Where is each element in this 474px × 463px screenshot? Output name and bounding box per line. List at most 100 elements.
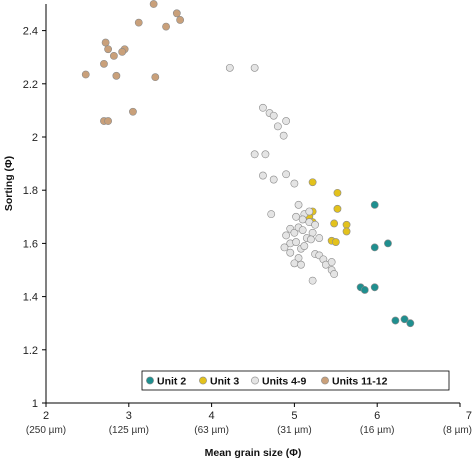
data-point bbox=[360, 286, 369, 294]
legend-label: Unit 2 bbox=[157, 376, 186, 388]
x-tick-sublabel: (31 µm) bbox=[277, 425, 312, 436]
x-tick-sublabel: (250 µm) bbox=[26, 425, 66, 436]
tick-labels: 2 (250 µm) 3 (125 µm) 4 (63 µm) 5 (31 µm) 6 (16 µ… bbox=[23, 26, 472, 436]
data-point bbox=[104, 45, 112, 54]
x-axis-title: Mean grain size (Φ) bbox=[205, 447, 302, 459]
legend-marker bbox=[321, 376, 329, 385]
data-point bbox=[149, 0, 158, 8]
data-point bbox=[305, 207, 314, 216]
data-point bbox=[279, 131, 288, 140]
data-point bbox=[298, 215, 307, 224]
data-point bbox=[327, 258, 336, 266]
data-point bbox=[297, 260, 305, 269]
x-tick-label: 3 bbox=[126, 410, 132, 422]
data-point bbox=[100, 59, 108, 68]
data-point bbox=[308, 178, 317, 187]
y-tick-label: 1 bbox=[32, 398, 38, 410]
data-point bbox=[290, 179, 299, 188]
data-point bbox=[292, 238, 300, 246]
legend-label: Units 4-9 bbox=[262, 376, 307, 388]
data-point bbox=[269, 175, 278, 184]
data-point bbox=[269, 111, 278, 120]
data-point bbox=[370, 283, 379, 292]
data-point bbox=[307, 235, 315, 244]
x-tick-label: 4 bbox=[209, 410, 215, 422]
data-point bbox=[294, 254, 303, 262]
legend-label: Units 11-12 bbox=[332, 376, 388, 388]
data-point bbox=[259, 171, 267, 180]
data-point bbox=[406, 319, 415, 328]
x-tick-label: 2 bbox=[43, 410, 49, 422]
data-point bbox=[370, 200, 379, 209]
data-point bbox=[331, 238, 340, 246]
data-point bbox=[300, 242, 309, 250]
data-point bbox=[282, 231, 291, 240]
data-point bbox=[104, 117, 112, 125]
data-point bbox=[250, 63, 259, 72]
data-point bbox=[282, 170, 291, 179]
data-points bbox=[81, 0, 415, 328]
data-point bbox=[330, 219, 339, 228]
legend-marker bbox=[146, 376, 154, 385]
legend-label: Unit 3 bbox=[210, 376, 239, 388]
data-point bbox=[298, 226, 307, 234]
y-tick-label: 1.8 bbox=[23, 185, 38, 197]
y-axis-title: Sorting (Φ) bbox=[3, 156, 15, 211]
x-tick-label: 6 bbox=[374, 410, 380, 422]
data-point bbox=[172, 9, 181, 18]
data-point bbox=[290, 228, 299, 237]
data-point bbox=[333, 188, 342, 197]
x-tick-sublabel: (125 µm) bbox=[109, 425, 149, 436]
data-point bbox=[267, 210, 276, 219]
legend-marker bbox=[251, 376, 259, 385]
y-tick-label: 2 bbox=[32, 132, 38, 144]
data-point bbox=[109, 51, 118, 60]
data-point bbox=[290, 259, 299, 268]
legend-marker bbox=[199, 376, 207, 385]
y-tick-label: 2.2 bbox=[23, 79, 38, 91]
data-point bbox=[315, 234, 324, 242]
data-point bbox=[330, 270, 339, 278]
data-point bbox=[391, 316, 400, 325]
data-point bbox=[162, 22, 170, 31]
data-point bbox=[384, 239, 392, 248]
data-point bbox=[261, 150, 270, 159]
data-point bbox=[118, 47, 127, 56]
data-point bbox=[286, 248, 295, 257]
y-tick-label: 2.4 bbox=[23, 26, 38, 38]
data-point bbox=[308, 276, 317, 285]
y-tick-label: 1.6 bbox=[23, 238, 38, 250]
data-point bbox=[225, 63, 234, 72]
data-point bbox=[259, 103, 267, 112]
y-tick-label: 1.4 bbox=[23, 292, 38, 304]
data-point bbox=[250, 150, 259, 159]
legend: Unit 2 Unit 3 Units 4-9 Units 11-12 bbox=[141, 370, 450, 391]
data-point bbox=[294, 200, 303, 209]
x-tick-sublabel: (63 µm) bbox=[194, 425, 229, 436]
data-point bbox=[333, 204, 342, 213]
data-point bbox=[176, 16, 185, 24]
data-point bbox=[112, 71, 121, 80]
series-unit-3 bbox=[305, 178, 351, 246]
data-point bbox=[292, 212, 300, 221]
legend-box bbox=[141, 370, 450, 391]
data-point bbox=[342, 220, 351, 229]
data-point bbox=[134, 18, 143, 27]
data-point bbox=[282, 117, 291, 125]
data-point bbox=[308, 228, 317, 237]
x-tick-label: 7 bbox=[466, 410, 472, 422]
series-units-4-9 bbox=[225, 63, 339, 285]
x-tick-sublabel: (16 µm) bbox=[360, 425, 395, 436]
data-point bbox=[370, 243, 379, 252]
data-point bbox=[400, 315, 409, 324]
data-point bbox=[342, 227, 351, 236]
x-tick-sublabel: (8 µm) bbox=[443, 425, 472, 436]
series-units-11-12 bbox=[81, 0, 185, 125]
data-point bbox=[151, 73, 160, 82]
series-unit-2 bbox=[356, 200, 415, 328]
x-tick-label: 5 bbox=[291, 410, 297, 422]
data-point bbox=[311, 220, 319, 229]
data-point bbox=[273, 122, 282, 131]
